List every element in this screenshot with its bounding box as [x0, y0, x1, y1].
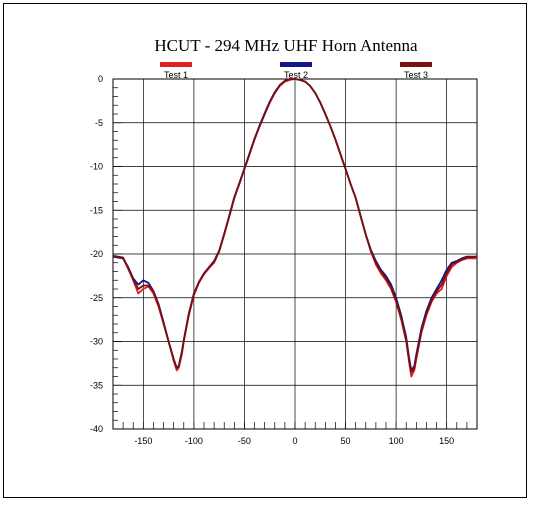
x-tick-label: 100: [389, 436, 404, 446]
x-tick-label: 150: [439, 436, 454, 446]
antenna-pattern-chart: -150 -100 -50 0 50 100 150 0 -5 -10 -15 -20 -25 -30 -3…: [90, 36, 478, 446]
series-line-3: [112, 78, 478, 373]
legend-label-2: Test 2: [284, 70, 308, 80]
y-tick-label: -5: [95, 118, 103, 128]
y-tick-label: -25: [90, 293, 103, 303]
chart-title: HCUT - 294 MHz UHF Horn Antenna: [154, 36, 418, 55]
legend-label-1: Test 1: [164, 70, 188, 80]
y-tick-label: -15: [90, 205, 103, 215]
legend-label-3: Test 3: [404, 70, 428, 80]
legend-swatch-2: [280, 62, 312, 67]
chart-frame: -150 -100 -50 0 50 100 150 0 -5 -10 -15 -20 -25 -30 -3…: [3, 3, 527, 498]
x-tick-label: -50: [238, 436, 251, 446]
y-tick-label: -10: [90, 162, 103, 172]
x-tick-label: 50: [341, 436, 351, 446]
axis-ticks: -150 -100 -50 0 50 100 150 0 -5 -10 -15 -20 -25 -30 -3…: [90, 74, 478, 446]
x-tick-label: -150: [134, 436, 152, 446]
x-tick-label: 0: [292, 436, 297, 446]
y-tick-label: -40: [90, 424, 103, 434]
grid: [112, 78, 478, 430]
x-tick-label: -100: [185, 436, 203, 446]
y-tick-label: -20: [90, 249, 103, 259]
y-tick-label: -30: [90, 337, 103, 347]
legend: Test 1 Test 2 Test 3: [160, 62, 432, 80]
y-tick-label: -35: [90, 380, 103, 390]
legend-swatch-3: [400, 62, 432, 67]
legend-swatch-1: [160, 62, 192, 67]
y-tick-label: 0: [98, 74, 103, 84]
series-lines: [112, 78, 478, 378]
